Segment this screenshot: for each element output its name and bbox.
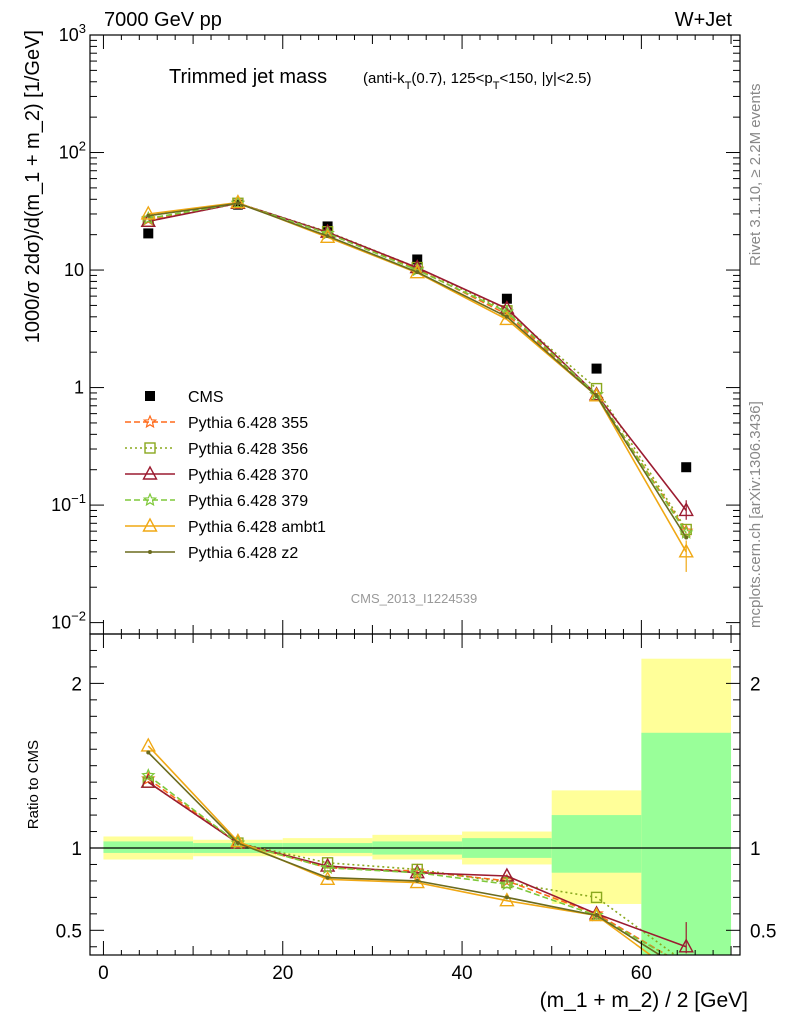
ratio-point	[589, 907, 604, 922]
ratio-point	[235, 841, 240, 846]
ratio-frame	[89, 633, 741, 956]
legend-marker	[148, 550, 152, 554]
legend-marker	[142, 517, 158, 532]
data-point	[594, 393, 599, 398]
uncertainty-band-green	[551, 815, 642, 873]
ratio-series-group	[140, 737, 694, 955]
data-point	[684, 535, 689, 540]
legend-label: Pythia 6.428 z2	[188, 545, 298, 562]
data-point	[504, 314, 509, 319]
analysis-id-label: CMS_2013_I1224539	[351, 591, 478, 606]
series-pythia-6-428-379	[141, 195, 694, 539]
legend-label: Pythia 6.428 ambt1	[188, 519, 326, 536]
ratio-point	[504, 895, 509, 900]
data-point	[230, 194, 246, 209]
legend-marker	[144, 442, 156, 454]
x-tick-label: 60	[631, 963, 652, 984]
ratio-y-tick-label-right: 1	[750, 839, 761, 860]
data-point	[591, 363, 602, 374]
y-tick-label: 10−2	[51, 609, 86, 633]
legend: CMS Pythia 6.428 355 Pythia 6.428 356 Pythi…	[125, 389, 326, 562]
data-point	[588, 387, 605, 402]
data-point	[235, 201, 240, 206]
data-point	[499, 304, 515, 319]
plot-title-main: Trimmed jet mass	[169, 66, 327, 88]
data-point	[325, 233, 330, 238]
ratio-point	[409, 864, 425, 879]
uncertainty-band-green	[641, 732, 732, 955]
legend-label: CMS	[188, 389, 224, 406]
ratio-point	[499, 867, 515, 882]
series-pythia-6-428-355	[141, 195, 694, 538]
main-panel: 10−2 10−1 1 10 102 103	[51, 21, 741, 635]
energy-label: 7000 GeV pp	[104, 9, 222, 31]
y-tick-label: 10−1	[51, 491, 86, 515]
data-point	[499, 310, 515, 326]
data-point	[146, 213, 151, 218]
y-tick-label: 102	[59, 139, 86, 163]
process-label: W+Jet	[675, 9, 733, 31]
ratio-point	[141, 768, 156, 782]
legend-label: Pythia 6.428 370	[188, 467, 308, 484]
plot-title-sub: (anti-kT(0.7), 125<pT<150, |y|<2.5)	[363, 70, 592, 92]
ratio-point	[590, 891, 603, 904]
series-line	[148, 202, 687, 538]
data-point	[501, 293, 512, 304]
y-tick-label: 10	[64, 260, 84, 280]
ratio-point	[146, 750, 151, 755]
legend-marker	[145, 391, 155, 401]
ratio-point	[499, 892, 515, 907]
ratio-point	[499, 876, 515, 891]
legend-label: Pythia 6.428 355	[188, 415, 308, 432]
upper-ylabel: 1000/σ 2dσ)/d(m_1 + m_2) [1/GeV]	[22, 30, 44, 343]
y-tick-label: 1	[74, 378, 84, 398]
x-tick-label: 20	[272, 963, 293, 984]
data-point	[230, 195, 246, 210]
data-point	[140, 205, 156, 220]
series-line	[148, 202, 687, 511]
rivet-version-label: Rivet 3.1.10, ≥ 2.2M events	[747, 84, 764, 267]
series-pythia-6-428-z2	[146, 201, 689, 540]
legend-label: Pythia 6.428 379	[188, 493, 308, 510]
data-point	[681, 462, 692, 473]
series-pythia-6-428-356	[142, 197, 692, 536]
legend-label: Pythia 6.428 356	[188, 441, 308, 458]
data-point	[319, 228, 336, 243]
mcplots-label: mcplots.cern.ch [arXiv:1306.3436]	[747, 401, 764, 628]
x-tick-label: 0	[98, 963, 109, 984]
lower-ylabel: Ratio to CMS	[25, 740, 42, 829]
legend-marker	[142, 492, 158, 507]
y-tick-label: 103	[59, 21, 86, 45]
ratio-y-tick-label-right: 0.5	[750, 921, 776, 942]
ratio-point	[320, 860, 335, 874]
ratio-pythia-6-428-z2	[146, 750, 662, 955]
ratio-y-tick-label: 1	[71, 839, 82, 860]
ratio-point	[325, 875, 330, 880]
legend-marker	[142, 465, 158, 480]
data-point	[415, 270, 420, 275]
uncertainty-band-green	[103, 841, 194, 853]
ratio-y-tick-label: 0.5	[56, 921, 82, 942]
data-point	[143, 228, 154, 239]
ratio-point	[140, 737, 156, 752]
xlabel: (m_1 + m_2) / 2 [GeV]	[540, 989, 748, 1012]
ratio-point	[140, 773, 156, 788]
legend-marker	[142, 414, 158, 429]
ratio-line	[147, 781, 677, 955]
ratio-y-tick-label-right: 2	[750, 674, 761, 695]
plot-title: Trimmed jet mass (anti-kT(0.7), 125<pT<1…	[169, 66, 592, 92]
ratio-y-tick-label: 2	[71, 674, 82, 695]
ratio-panel: 0.5 0.51 12 20 20 40 60	[56, 633, 776, 984]
ratio-point	[594, 913, 599, 918]
ratio-point	[415, 878, 420, 883]
x-tick-label: 40	[451, 963, 472, 984]
